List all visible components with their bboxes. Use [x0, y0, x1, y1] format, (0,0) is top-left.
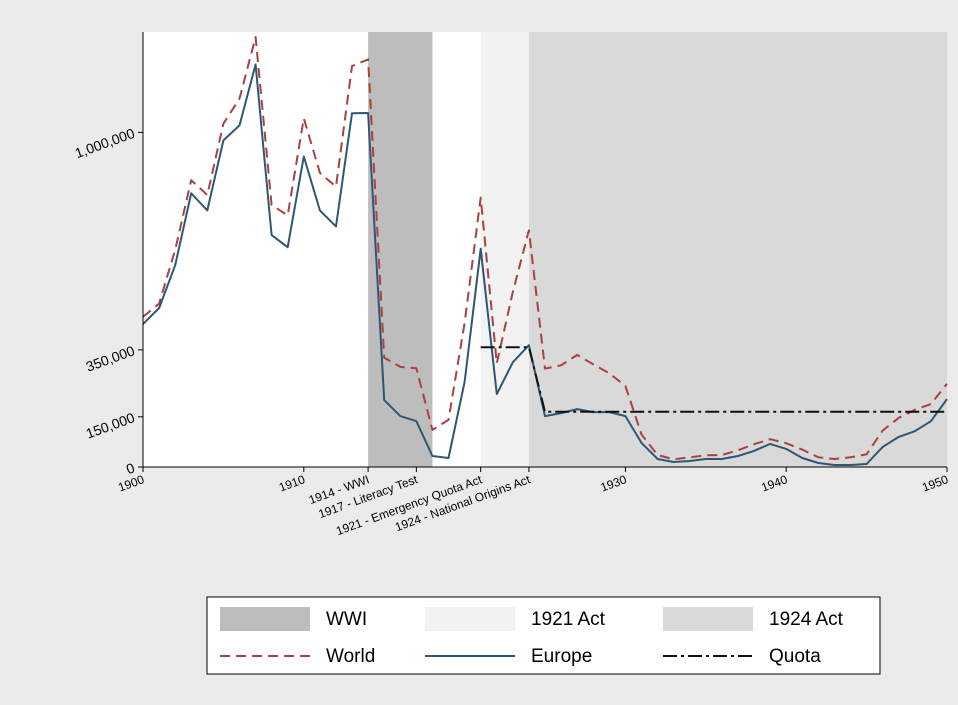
series-line: [142, 63, 948, 466]
legend-swatch: [663, 607, 753, 631]
legend-swatch: [220, 607, 310, 631]
shaded-region: [528, 32, 947, 467]
series-line: [480, 346, 947, 413]
legend: WWI 1921 Act 1924 Act World Europe Quota: [206, 596, 881, 675]
legend-label: Europe: [531, 646, 592, 667]
legend-label: WWI: [326, 609, 367, 630]
regions: [368, 32, 947, 467]
shaded-region: [480, 32, 529, 467]
legend-swatch: [425, 607, 515, 631]
legend-label: 1921 Act: [531, 609, 606, 630]
legend-box: [206, 596, 881, 675]
legend-label: Quota: [769, 646, 821, 667]
lines: [142, 36, 948, 466]
series-line: [142, 36, 948, 461]
legend-label: World: [326, 646, 375, 667]
legend-label: 1924 Act: [769, 609, 844, 630]
